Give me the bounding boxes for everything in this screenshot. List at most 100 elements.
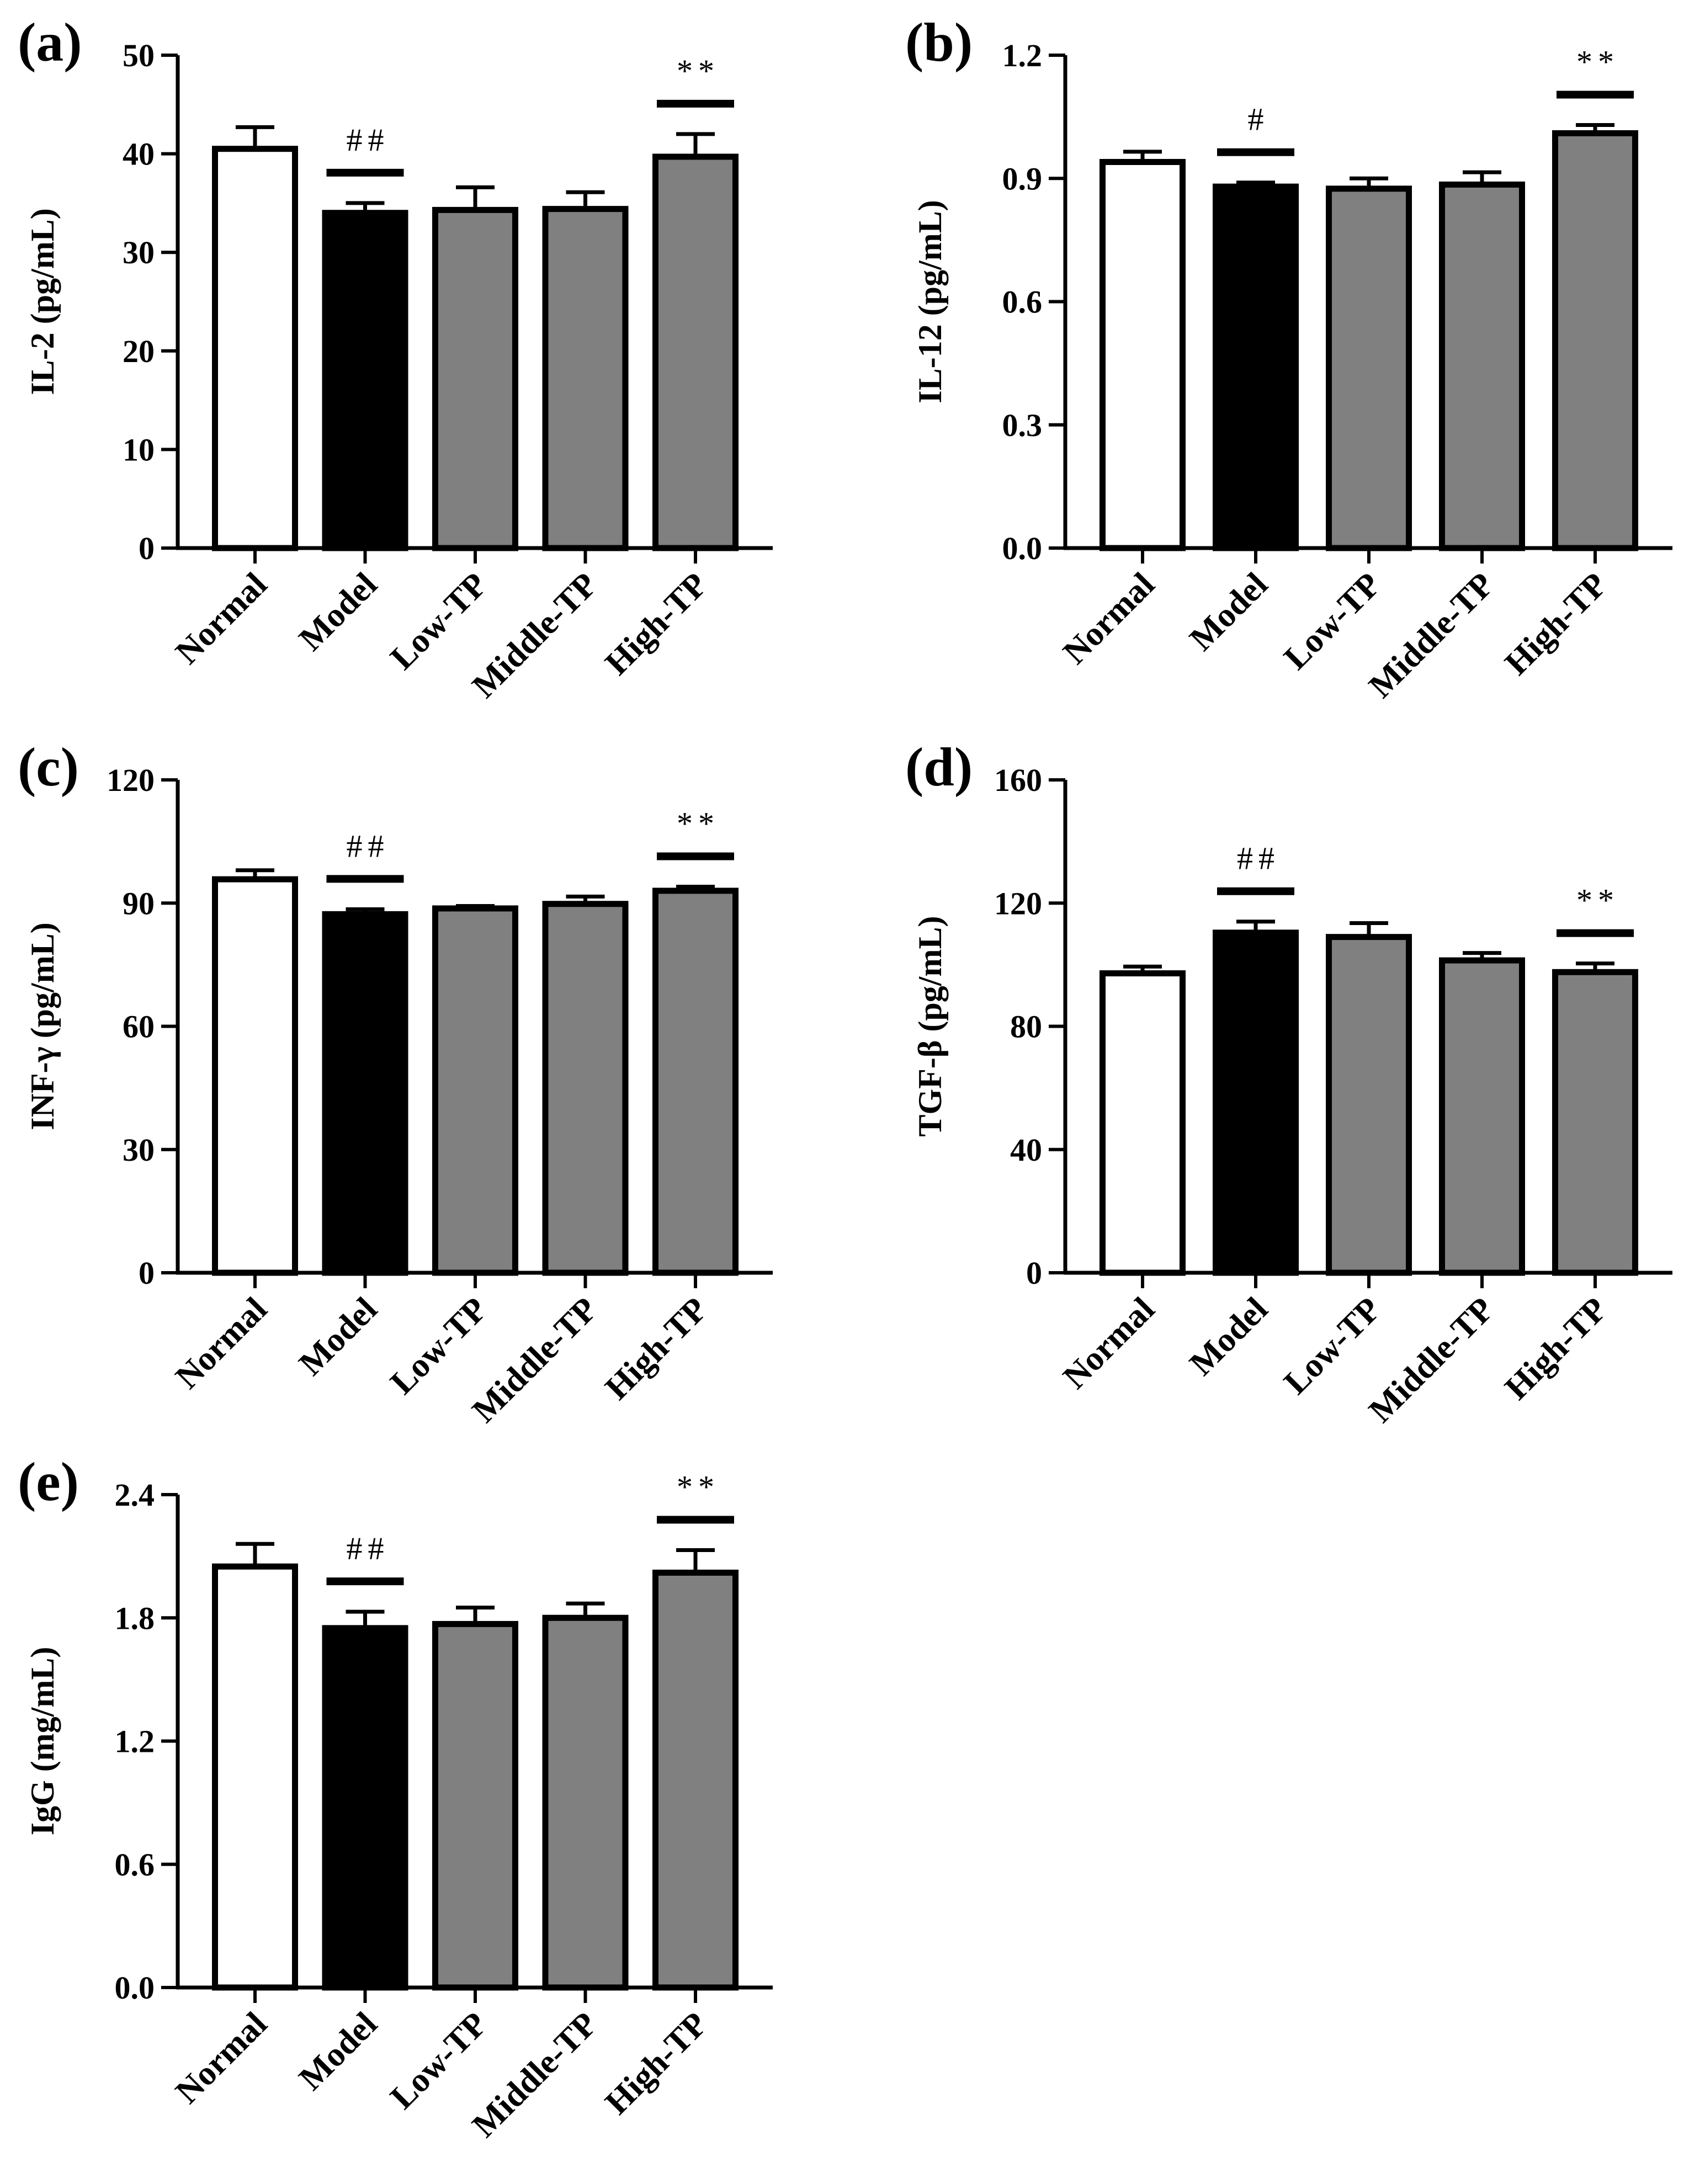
bar-low-tp [432,1620,518,1991]
category-label: Model [292,1290,384,1383]
bar-low-tp [1326,185,1412,551]
panel-a: (a) IL-2 (pg/mL) 0 10 20 30 40 50 Normal ModelLow… [18,12,773,705]
y-tick-label: 1.8 [115,1600,155,1636]
category-label: Middle-TP [1362,566,1501,705]
bar-model [1213,929,1299,1276]
bar-model [322,911,408,1276]
panel-letter: (b) [905,12,973,73]
category-label: Low-TP [1277,566,1388,677]
category-label: Model [1182,566,1274,658]
bar-low-tp [432,905,518,1276]
y-tick-label: 20 [123,333,155,369]
panel-letter: (a) [18,12,82,73]
y-tick-label: 0.3 [1002,407,1043,443]
category-label: Low-TP [383,2005,495,2117]
category-label: High-TP [1498,566,1614,682]
y-axis-title: IL-12 (pg/mL) [912,200,948,403]
y-tick-label: 40 [123,136,155,172]
panel-e: (e) IgG (mg/mL) 0.0 0.6 1.2 1.8 2.4 Normal Model… [18,1451,773,2144]
y-tick-label: 90 [123,885,155,921]
significance-marker: ** [1576,44,1619,80]
bar-middle-tp [542,206,629,551]
bar-model [322,1625,408,1991]
y-tick-label: 0 [139,1255,155,1291]
y-tick-label: 120 [994,885,1042,921]
bar-middle-tp [542,901,629,1276]
y-axis-title: TGF-β (pg/mL) [912,916,948,1137]
significance-marker: ** [677,53,720,89]
y-tick-label: 0 [139,530,155,566]
y-tick-label: 160 [994,762,1042,798]
category-label: Model [1182,1290,1274,1383]
bar-model [1213,183,1299,551]
category-label: Normal [1056,566,1162,672]
category-label: High-TP [1498,1290,1614,1407]
y-tick-label: 120 [107,762,155,798]
category-label: High-TP [598,566,715,682]
bar-high-tp [652,153,739,551]
y-tick-label: 10 [123,432,155,467]
bar-model [322,210,408,551]
y-tick-label: 0 [1026,1255,1042,1291]
category-label: Normal [168,1290,274,1396]
bar-high-tp [652,1569,739,1991]
bar-low-tp [1326,934,1412,1276]
bar-middle-tp [1439,181,1525,551]
panel-letter: (c) [18,736,79,798]
y-tick-label: 80 [1010,1009,1042,1045]
category-label: Normal [168,566,274,672]
category-label: Normal [1056,1290,1162,1396]
significance-marker: ## [1237,841,1280,876]
category-label: High-TP [598,1290,715,1407]
y-tick-label: 0.6 [115,1847,155,1883]
y-tick-label: 1.2 [115,1724,155,1760]
y-tick-label: 0.0 [1002,530,1043,566]
bar-normal [212,876,298,1276]
significance-marker: ** [677,1469,720,1505]
significance-marker: # [1248,102,1270,137]
bar-middle-tp [542,1614,629,1991]
y-tick-label: 40 [1010,1132,1042,1168]
y-tick-label: 50 [123,38,155,73]
significance-marker: ## [347,828,390,864]
panel-b: (b) IL-12 (pg/mL) 0.0 0.3 0.6 0.9 1.2 Normal Mod… [905,12,1672,705]
bar-middle-tp [1439,957,1525,1276]
y-tick-label: 1.2 [1002,38,1043,73]
significance-marker: ** [677,805,720,841]
y-tick-label: 60 [123,1009,155,1045]
y-tick-label: 0.0 [115,1970,155,2006]
y-tick-label: 2.4 [115,1477,155,1513]
bar-high-tp [1552,969,1638,1276]
significance-marker: ## [347,1531,390,1566]
category-label: Normal [168,2005,274,2111]
bar-normal [1100,158,1186,551]
category-label: Model [292,566,384,658]
category-label: Low-TP [1277,1290,1388,1402]
category-label: High-TP [598,2005,715,2122]
significance-marker: ** [1576,883,1619,918]
bar-low-tp [432,206,518,551]
category-label: Middle-TP [1362,1290,1501,1430]
category-label: Model [292,2005,384,2097]
y-axis-title: IL-2 (pg/mL) [24,208,61,395]
bar-high-tp [1552,130,1638,551]
bar-normal [1100,970,1186,1276]
y-tick-label: 0.6 [1002,284,1043,320]
panel-letter: (e) [18,1451,79,1512]
y-tick-label: 30 [123,1132,155,1168]
panel-c: (c) INF-γ (pg/mL) 0 30 60 90 120 Normal ModelLow… [18,736,773,1430]
category-label: Low-TP [383,1290,495,1402]
significance-marker: ## [347,122,390,158]
y-axis-title: INF-γ (pg/mL) [24,922,61,1130]
panel-d: (d) TGF-β (pg/mL) 0 40 80 120 160 Normal Model Lo… [905,736,1672,1430]
panel-letter: (d) [905,736,973,798]
bar-high-tp [652,888,739,1276]
y-axis-title: IgG (mg/mL) [24,1647,61,1836]
category-label: Low-TP [383,566,495,677]
bar-normal [212,1563,298,1991]
y-tick-label: 30 [123,235,155,270]
y-tick-label: 0.9 [1002,161,1043,196]
bar-normal [212,146,298,551]
